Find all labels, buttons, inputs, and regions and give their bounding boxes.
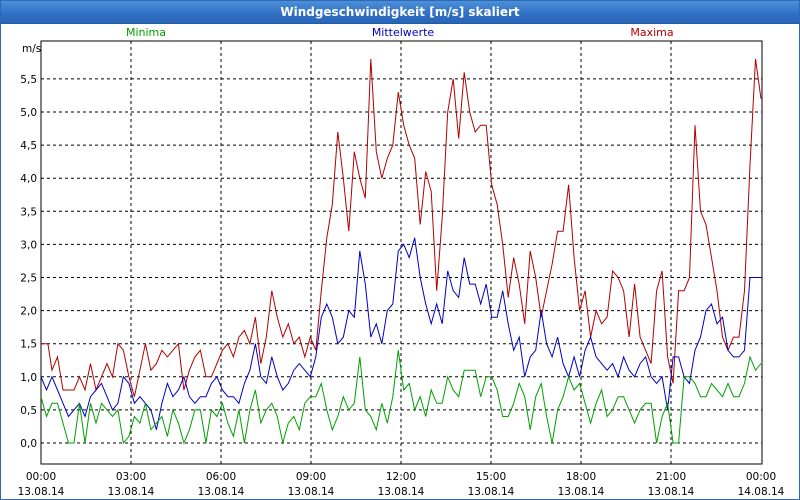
legend: Minima Mittelwerte Maxima	[126, 26, 674, 39]
series-line-maxima	[41, 58, 762, 397]
x-tick-date: 13.08.14	[648, 486, 695, 498]
window-title: Windgeschwindigkeit [m/s] skaliert	[280, 5, 520, 19]
x-tick-time: 00:00	[26, 471, 56, 483]
series-line-minima	[41, 350, 762, 445]
y-axis-label: m/s	[22, 43, 41, 55]
y-tick-label: 2,5	[20, 273, 37, 285]
x-tick-time: 21:00	[656, 471, 686, 483]
x-tick-date: 13.08.14	[378, 486, 425, 498]
legend-mittelwerte: Mittelwerte	[372, 26, 435, 39]
x-tick-date: 13.08.14	[288, 486, 335, 498]
x-tick-date: 13.08.14	[108, 486, 155, 498]
grid	[41, 41, 762, 464]
x-tick-date: 13.08.14	[18, 486, 65, 498]
y-tick-label: 2,0	[20, 306, 37, 318]
x-tick-date: 13.08.14	[198, 486, 245, 498]
title-bar: Windgeschwindigkeit [m/s] skaliert	[1, 1, 799, 24]
series-lines	[41, 58, 762, 445]
y-tick-label: 4,0	[20, 173, 37, 185]
y-tick-label: 5,0	[20, 107, 37, 119]
y-tick-label: 1,5	[20, 339, 37, 351]
y-tick-label: 3,0	[20, 239, 37, 251]
x-tick-time: 00:00	[746, 471, 776, 483]
y-tick-label: 1,0	[20, 372, 37, 384]
x-tick-date: 13.08.14	[468, 486, 515, 498]
x-tick-time: 03:00	[116, 471, 146, 483]
legend-maxima: Maxima	[630, 26, 673, 39]
y-tick-label: 5,5	[20, 74, 37, 86]
x-axis-ticks: 00:00 13.08.14 03:00 13.08.14 06:00 13.08.14 0…	[18, 471, 785, 498]
x-tick-time: 12:00	[386, 471, 416, 483]
legend-minima: Minima	[126, 26, 166, 39]
x-tick-time: 06:00	[206, 471, 236, 483]
y-tick-label: 0,0	[20, 438, 37, 450]
y-axis-ticks: 0,0 0,5 1,0 1,5 2,0 2,5 3,0 3,5 4,0 4,5 5,0 5,5	[20, 74, 37, 450]
y-tick-label: 0,5	[20, 405, 37, 417]
x-tick-time: 18:00	[566, 471, 596, 483]
series-line-mittelwerte	[41, 237, 761, 430]
y-tick-label: 3,5	[20, 206, 37, 218]
x-tick-date: 13.08.14	[558, 486, 605, 498]
x-tick-date: 14.08.14	[738, 486, 785, 498]
y-tick-label: 4,5	[20, 140, 37, 152]
x-tick-time: 15:00	[476, 471, 506, 483]
x-tick-time: 09:00	[296, 471, 326, 483]
